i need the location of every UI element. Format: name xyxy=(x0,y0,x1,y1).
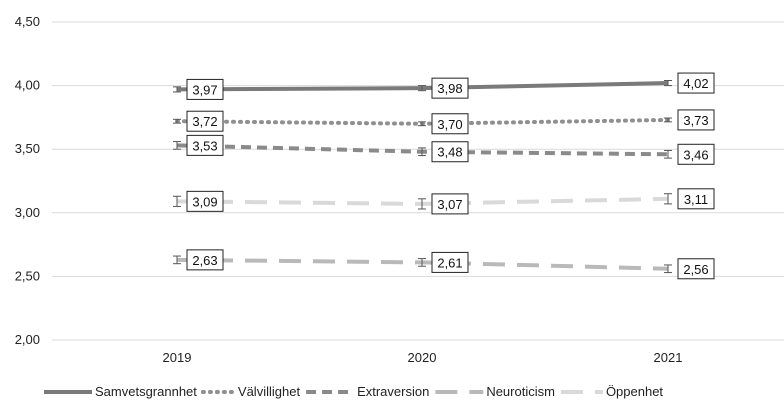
data-label-text: 3,46 xyxy=(683,147,708,162)
legend-label: Välvillighet xyxy=(238,384,301,399)
error-bar xyxy=(173,255,181,265)
data-label: 3,70 xyxy=(431,113,469,135)
error-bar xyxy=(418,258,426,267)
error-bar xyxy=(664,117,672,123)
error-bar xyxy=(664,264,672,274)
legend-label: Extraversion xyxy=(357,384,429,399)
data-label-text: 3,53 xyxy=(192,138,217,153)
data-label-text: 3,07 xyxy=(437,197,462,212)
data-label: 3,53 xyxy=(186,134,224,156)
legend-label: Neuroticism xyxy=(486,384,555,399)
y-tick-label: 3,00 xyxy=(15,205,40,220)
error-bar xyxy=(173,195,181,207)
data-label-text: 2,56 xyxy=(683,262,708,277)
data-label: 2,61 xyxy=(431,251,469,273)
y-axis-ticks: 2,00 2,50 3,00 3,50 4,00 4,50 xyxy=(15,14,40,347)
legend: Samvetsgrannhet Välvillighet Extraversion N… xyxy=(44,384,663,399)
legend-item: Extraversion xyxy=(306,384,429,399)
data-label-text: 3,70 xyxy=(437,117,462,132)
data-label-text: 2,61 xyxy=(437,255,462,270)
data-label: 3,07 xyxy=(431,193,469,215)
data-label: 3,72 xyxy=(186,110,224,132)
error-bar xyxy=(173,118,181,124)
data-label-text: 3,98 xyxy=(437,81,462,96)
x-tick-label: 2021 xyxy=(654,350,683,365)
data-label-text: 3,97 xyxy=(192,82,217,97)
y-tick-label: 2,00 xyxy=(15,332,40,347)
data-label-text: 3,72 xyxy=(192,114,217,129)
data-label: 4,02 xyxy=(677,72,715,94)
data-label-text: 3,48 xyxy=(437,145,462,160)
legend-item: Samvetsgrannhet xyxy=(44,384,197,399)
data-label: 2,63 xyxy=(186,249,224,271)
error-bar xyxy=(173,86,181,93)
data-label: 3,46 xyxy=(677,143,715,165)
error-bar xyxy=(173,141,181,150)
legend-item: Neuroticism xyxy=(435,384,555,399)
legend-label: Samvetsgrannhet xyxy=(95,384,197,399)
data-label: 3,97 xyxy=(186,78,224,100)
data-label: 3,48 xyxy=(431,141,469,163)
data-label: 3,73 xyxy=(677,109,715,131)
data-label-text: 3,09 xyxy=(192,194,217,209)
data-label-text: 2,63 xyxy=(192,253,217,268)
data-label-text: 3,11 xyxy=(684,192,708,207)
y-tick-label: 4,50 xyxy=(15,14,40,29)
series-layer xyxy=(173,80,672,274)
error-bar xyxy=(664,149,672,159)
x-axis-ticks: 2019 2020 2021 xyxy=(163,350,683,365)
data-label: 2,56 xyxy=(677,258,715,280)
x-tick-label: 2019 xyxy=(163,350,192,365)
data-label-text: 4,02 xyxy=(683,76,708,91)
y-tick-label: 3,50 xyxy=(15,141,40,156)
y-tick-label: 2,50 xyxy=(15,268,40,283)
x-tick-label: 2020 xyxy=(408,350,437,365)
error-bar xyxy=(664,193,672,205)
error-bar xyxy=(418,198,426,210)
error-bar xyxy=(418,85,426,92)
data-label: 3,98 xyxy=(431,77,469,99)
legend-item: Välvillighet xyxy=(200,384,301,399)
legend-item: Öppenhet xyxy=(560,384,663,399)
data-label-text: 3,73 xyxy=(683,113,708,128)
data-label: 3,09 xyxy=(186,190,224,212)
error-bar xyxy=(664,80,672,87)
data-labels: 3,97 3,98 4,02 3,72 3,70 3,73 3,53 3,48 3,46 2,63… xyxy=(186,72,715,280)
data-label: 3,11 xyxy=(677,188,715,210)
y-tick-label: 4,00 xyxy=(15,78,40,93)
legend-label: Öppenhet xyxy=(606,384,663,399)
error-bar xyxy=(418,147,426,157)
grid-layer xyxy=(52,21,784,341)
error-bar xyxy=(418,121,426,127)
